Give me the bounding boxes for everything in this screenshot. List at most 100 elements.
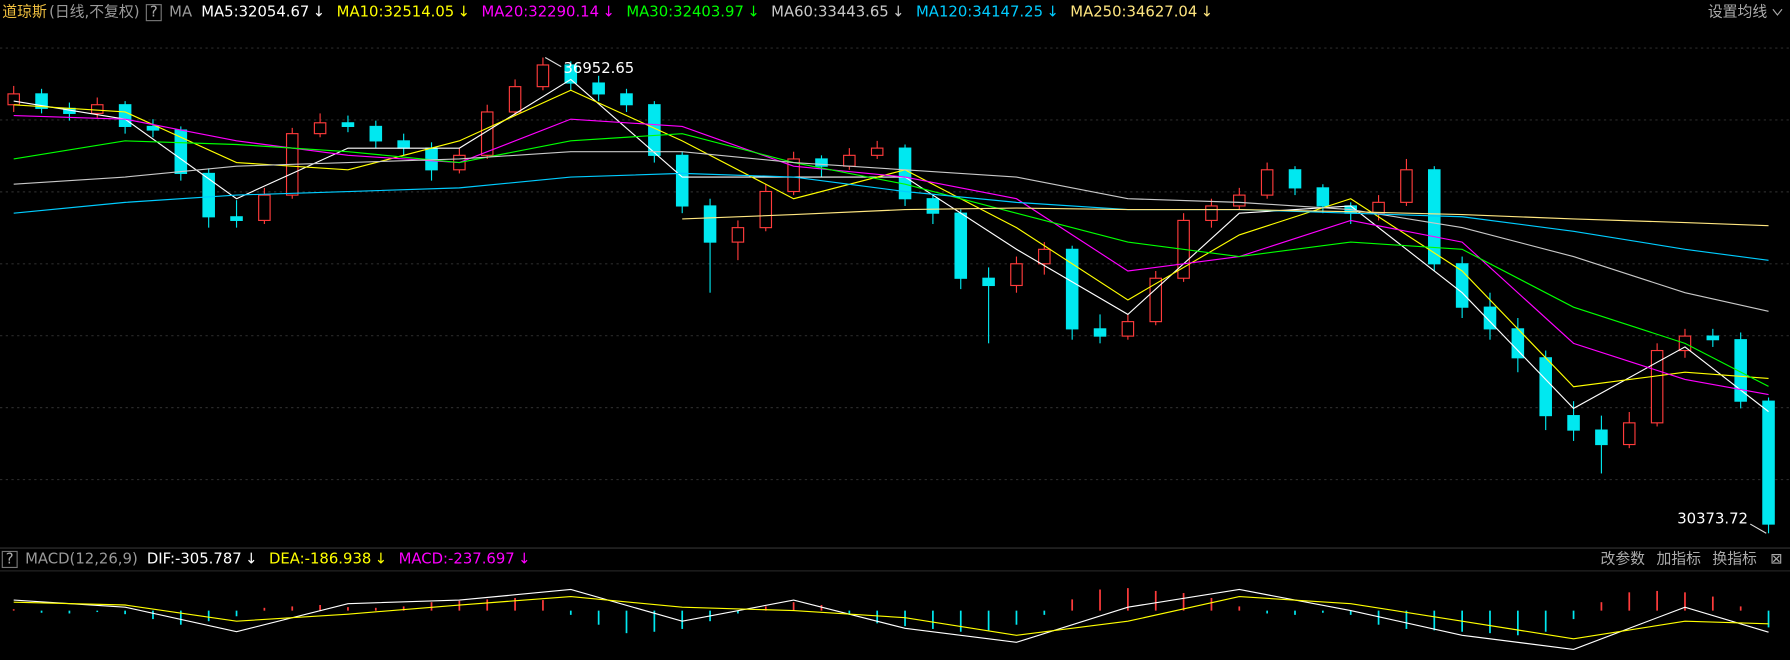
- ma-line: [13, 115, 1769, 396]
- legend-trend: ↓: [313, 4, 325, 21]
- candle-body: [1706, 335, 1720, 341]
- legend-entry: MA250:34627.04: [1070, 4, 1197, 21]
- candle-body: [90, 104, 104, 114]
- candle-body: [480, 111, 494, 156]
- legend-entry: MA10:32514.05: [337, 4, 455, 21]
- macd-line: [13, 595, 1769, 640]
- indicator-button[interactable]: 加指标: [1656, 550, 1701, 567]
- candle-body: [1149, 277, 1163, 323]
- candle-body: [230, 216, 243, 221]
- settings-button[interactable]: 设置均线: [1708, 4, 1767, 21]
- candle-body: [731, 227, 745, 243]
- candle-body: [258, 194, 271, 221]
- candle-body: [703, 205, 717, 243]
- candle-body: [843, 154, 856, 167]
- candle-body: [1762, 400, 1775, 525]
- candle-body: [1455, 263, 1469, 308]
- close-button[interactable]: ⊠: [1770, 550, 1782, 567]
- legend-trend: ↓: [1046, 4, 1058, 21]
- candle-body: [35, 93, 48, 109]
- title: 道琼斯: [2, 4, 47, 21]
- legend-trend: ↓: [458, 4, 470, 21]
- candle-body: [118, 104, 132, 127]
- ma-line: [13, 151, 1769, 312]
- candle-body: [1595, 429, 1608, 446]
- candle-body: [1316, 187, 1330, 207]
- candle-body: [954, 212, 968, 279]
- candle-body: [341, 122, 355, 127]
- candle-body: [7, 93, 20, 106]
- ma-line: [13, 172, 1769, 261]
- candle-body: [1539, 357, 1552, 417]
- legend-entry: MA60:33443.65: [771, 4, 889, 21]
- legend-trend: ↓: [602, 4, 614, 21]
- candle-body: [1260, 169, 1274, 196]
- legend-entry: MA5:32054.67: [201, 4, 309, 21]
- help[interactable]: ?: [150, 4, 158, 21]
- macd-help-box[interactable]: [1, 550, 18, 569]
- candle-body: [620, 93, 633, 106]
- candle-body: [536, 64, 550, 88]
- ma-line: [682, 207, 1769, 227]
- candle-body: [675, 154, 689, 207]
- help-box[interactable]: [145, 4, 162, 22]
- candle-body: [1205, 205, 1218, 221]
- macd-header: ? MACD(12,26,9) DIF:-305.787 ↓ DEA:-186.938 ↓…: [1, 550, 1783, 569]
- legend-trend: ↓: [375, 550, 387, 567]
- legend-entry: MA20:32290.14: [481, 4, 599, 21]
- candle-body: [870, 147, 884, 156]
- candle-body: [1233, 194, 1246, 207]
- header: 道琼斯 (日线,不复权)? MA MA5:32054.67 ↓ MA10:32514.05…: [2, 3, 1783, 22]
- candle-body: [1038, 248, 1051, 265]
- candle-body: [313, 122, 327, 135]
- indicator-button[interactable]: 改参数: [1601, 550, 1646, 567]
- min-label: 30373.72: [1677, 510, 1748, 527]
- indicator-name: MACD(12,26,9): [25, 550, 138, 567]
- candle-body: [759, 190, 773, 229]
- legend-entry: MA120:34147.25: [916, 4, 1043, 21]
- candle-body: [202, 172, 215, 218]
- max-label: 36952.65: [563, 60, 634, 77]
- candle-body: [1428, 169, 1441, 265]
- legend-trend: ↓: [892, 4, 904, 21]
- candle-body: [1650, 349, 1664, 424]
- candle-body: [1483, 306, 1497, 330]
- candle-body: [1734, 339, 1747, 402]
- candle-body: [648, 104, 661, 156]
- legend-entry: MA30:32403.97: [626, 4, 744, 21]
- candle-body: [369, 125, 383, 142]
- legend-entry: MACD:-237.697: [399, 550, 515, 567]
- candle-body: [508, 86, 522, 113]
- legend-trend: ↓: [245, 550, 257, 567]
- candle-body: [174, 129, 188, 174]
- legend-trend: ↓: [518, 550, 530, 567]
- subtitle: (日线,不复权): [49, 3, 139, 21]
- candle-body: [926, 198, 940, 214]
- legend-entry: DEA:-186.938: [269, 550, 371, 567]
- plot: 36952.65 30373.72: [7, 57, 1775, 650]
- candle-body: [1622, 422, 1636, 446]
- candle-body: [1121, 321, 1135, 337]
- candle-body: [146, 125, 160, 131]
- candle-body: [564, 64, 578, 84]
- candle-body: [1093, 328, 1107, 337]
- candle-body: [397, 140, 410, 149]
- candle-body: [1065, 248, 1079, 330]
- candle-body: [815, 158, 828, 167]
- candle-body: [1010, 263, 1023, 287]
- candle-body: [982, 277, 995, 287]
- candle-body: [1288, 169, 1302, 189]
- candle-body: [1567, 415, 1580, 431]
- candle-body: [787, 158, 800, 193]
- max-arrow: [544, 57, 562, 68]
- indicator-button[interactable]: 换指标: [1712, 550, 1757, 567]
- ma-line: [13, 133, 1769, 387]
- candle-body: [592, 82, 605, 95]
- dropdown-icon[interactable]: [1772, 8, 1783, 16]
- legend-entry: DIF:-305.787: [147, 550, 242, 567]
- ma-label: MA: [169, 4, 193, 21]
- legend-trend: ↓: [1201, 4, 1213, 21]
- macd-help[interactable]: ?: [6, 550, 14, 567]
